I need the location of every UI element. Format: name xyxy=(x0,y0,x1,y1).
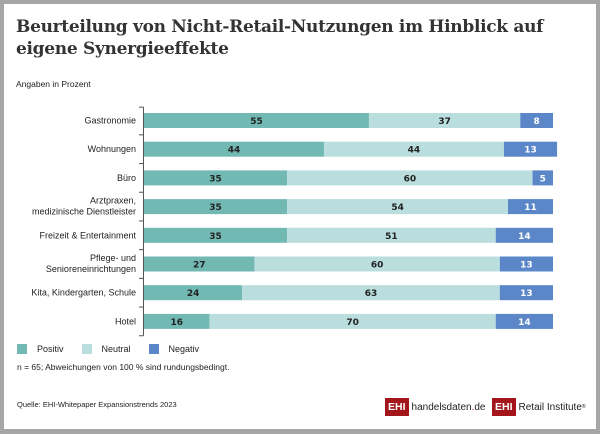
legend-item-positiv: Positiv xyxy=(17,344,64,354)
data-label-neutral: 44 xyxy=(408,146,421,156)
category-label: Wohnungen xyxy=(88,144,136,154)
bar-positiv xyxy=(144,113,369,128)
legend-label-neutral: Neutral xyxy=(101,344,131,354)
data-label-negativ: 13 xyxy=(520,289,533,299)
bar-negativ xyxy=(503,141,558,157)
bar-positiv xyxy=(144,285,243,301)
bar-neutral xyxy=(209,313,496,329)
logo-text-dot: . xyxy=(471,401,475,413)
logo-text-retail-institute: Retail Institute xyxy=(518,401,582,413)
bar-positiv xyxy=(144,256,255,272)
data-label-neutral: 60 xyxy=(371,261,384,271)
bar-negativ xyxy=(520,113,553,128)
data-label-negativ: 14 xyxy=(518,232,531,242)
bar-neutral xyxy=(242,285,500,301)
data-label-negativ: 13 xyxy=(524,146,537,156)
category-label-line: medizinische Dienstleister xyxy=(32,207,136,217)
bar-neutral xyxy=(254,256,500,272)
source-note: Quelle: EHI-Whitepaper Expansionstrends … xyxy=(17,400,177,409)
bar-positiv xyxy=(144,170,288,186)
bar-negativ xyxy=(508,199,553,215)
chart-frame xyxy=(4,4,596,429)
legend-item-neutral: Neutral xyxy=(81,344,131,354)
data-label-neutral: 63 xyxy=(365,289,378,299)
category-label: Pflege- und Senioreneinrichtungen xyxy=(46,253,136,274)
bar-neutral xyxy=(368,113,521,128)
category-label: Hotel xyxy=(115,316,136,326)
bar-neutral xyxy=(323,141,504,157)
bar-negativ xyxy=(499,256,553,272)
category-label: Gastronomie xyxy=(84,116,136,126)
bar-negativ xyxy=(495,227,553,243)
legend-swatch-positiv xyxy=(17,344,27,354)
ehi-logo-box: EHI xyxy=(385,398,409,416)
bar-neutral xyxy=(287,170,533,186)
data-label-positiv: 27 xyxy=(193,261,206,271)
data-label-positiv: 35 xyxy=(209,174,222,184)
data-label-neutral: 70 xyxy=(346,318,359,328)
category-label: Arztpraxen, medizinische Dienstleister xyxy=(32,196,136,217)
bar-positiv xyxy=(144,141,324,157)
data-label-negativ: 5 xyxy=(540,174,546,184)
data-label-negativ: 11 xyxy=(524,203,537,213)
data-label-positiv: 55 xyxy=(250,117,263,127)
data-label-positiv: 16 xyxy=(170,318,183,328)
logo-text-main: handelsdaten xyxy=(411,401,472,413)
data-label-neutral: 54 xyxy=(391,203,404,213)
bar-positiv xyxy=(144,227,288,243)
category-label: Freizeit & Entertainment xyxy=(39,230,136,240)
category-label: Kita, Kindergarten, Schule xyxy=(31,288,136,298)
bar-negativ xyxy=(499,285,553,301)
data-label-positiv: 44 xyxy=(228,146,241,156)
data-label-negativ: 14 xyxy=(518,318,531,328)
bar-neutral xyxy=(287,199,509,215)
data-label-positiv: 24 xyxy=(187,289,200,299)
data-label-negativ: 13 xyxy=(520,261,533,271)
category-label-line: Senioreneinrichtungen xyxy=(46,264,136,274)
ehi-retail-institute-logo[interactable]: EHI Retail Institute ® xyxy=(492,398,586,416)
category-label-line: Pflege- und xyxy=(90,253,136,263)
bar-negativ xyxy=(495,313,553,329)
bar-positiv xyxy=(144,313,210,329)
legend-swatch-neutral xyxy=(81,344,92,354)
bar-positiv xyxy=(144,199,288,215)
chart-title: Beurteilung von Nicht-Retail-Nutzungen i… xyxy=(16,17,544,59)
ehi-logo-box-2: EHI xyxy=(492,398,516,416)
data-label-positiv: 35 xyxy=(209,203,222,213)
data-label-negativ: 8 xyxy=(534,117,540,127)
legend-label-negativ: Negativ xyxy=(168,344,200,354)
legend-swatch-negativ xyxy=(148,344,159,354)
logo-text-tld: de xyxy=(474,401,486,413)
chart-subtitle: Angaben in Prozent xyxy=(16,79,91,89)
legend-item-negativ: Negativ xyxy=(148,344,200,354)
footnote: n = 65; Abweichungen von 100 % sind rund… xyxy=(17,362,230,372)
handelsdaten-logo[interactable]: EHI handelsdaten. de xyxy=(385,398,485,416)
registered-mark: ® xyxy=(581,404,586,410)
category-label-line: Arztpraxen, xyxy=(90,196,136,206)
legend-label-positiv: Positiv xyxy=(37,344,64,354)
bar-negativ xyxy=(532,170,553,186)
bar-neutral xyxy=(287,227,496,243)
legend: Positiv Neutral Negativ xyxy=(17,344,217,354)
data-label-positiv: 35 xyxy=(209,232,222,242)
data-label-neutral: 51 xyxy=(385,232,398,242)
data-label-neutral: 60 xyxy=(404,174,417,184)
data-label-neutral: 37 xyxy=(438,117,451,127)
category-label: Büro xyxy=(117,173,136,183)
